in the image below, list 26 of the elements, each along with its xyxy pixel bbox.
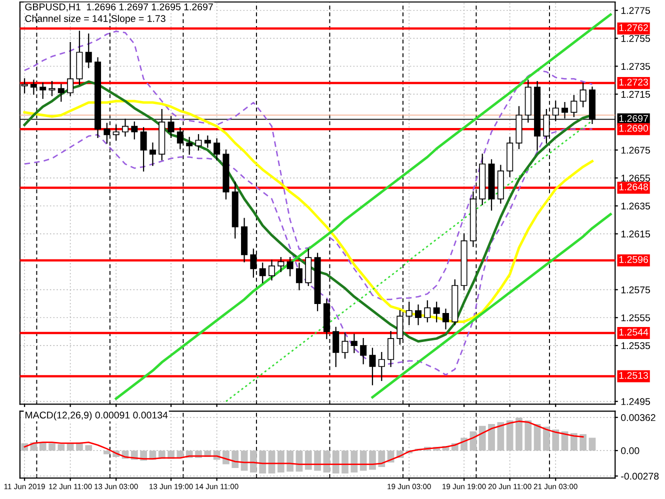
y-tick-label: -0.00278 (621, 472, 659, 480)
y-tick-label: 1.2655 (621, 174, 650, 182)
y-tick-label: 1.2615 (621, 230, 650, 238)
ref-line-label: 1.2544 (619, 328, 648, 336)
y-tick-label: 1.2635 (621, 202, 650, 210)
y-tick-label: 1.2535 (621, 342, 650, 350)
ref-line-label: 1.2697 (619, 115, 648, 122)
chart-title: MACD(12,26,9) 0.00091 0.00134 (26, 411, 168, 420)
y-tick-label: 1.2495 (621, 398, 650, 406)
y-tick-label: 1.2575 (621, 286, 650, 294)
y-tick-label: 1.2755 (621, 35, 650, 42)
y-tick-label: 1.2775 (621, 7, 650, 14)
text: Channel size = 141 Slope = 1.73 (25, 14, 166, 24)
ref-line-label: 1.2690 (619, 124, 648, 132)
ref-line-label: 1.2762 (619, 24, 648, 32)
y-tick-label: 1.2715 (621, 90, 650, 98)
ref-line-label: 1.2596 (619, 256, 648, 263)
ref-line-label: 1.2648 (619, 183, 648, 190)
y-tick-label: 0.00 (621, 447, 640, 454)
y-tick-label: 1.2675 (621, 146, 650, 154)
chart-title: GBPUSD,H1 1.2696 1.2697 1.2695 1.2697 (25, 3, 213, 12)
y-tick-label: 1.2735 (621, 62, 650, 70)
y-tick-label: 0.00362 (621, 414, 656, 422)
ref-line-label: 1.2513 (619, 372, 648, 379)
y-tick-label: 1.2555 (621, 314, 650, 322)
ref-line-label: 1.2723 (619, 78, 648, 86)
